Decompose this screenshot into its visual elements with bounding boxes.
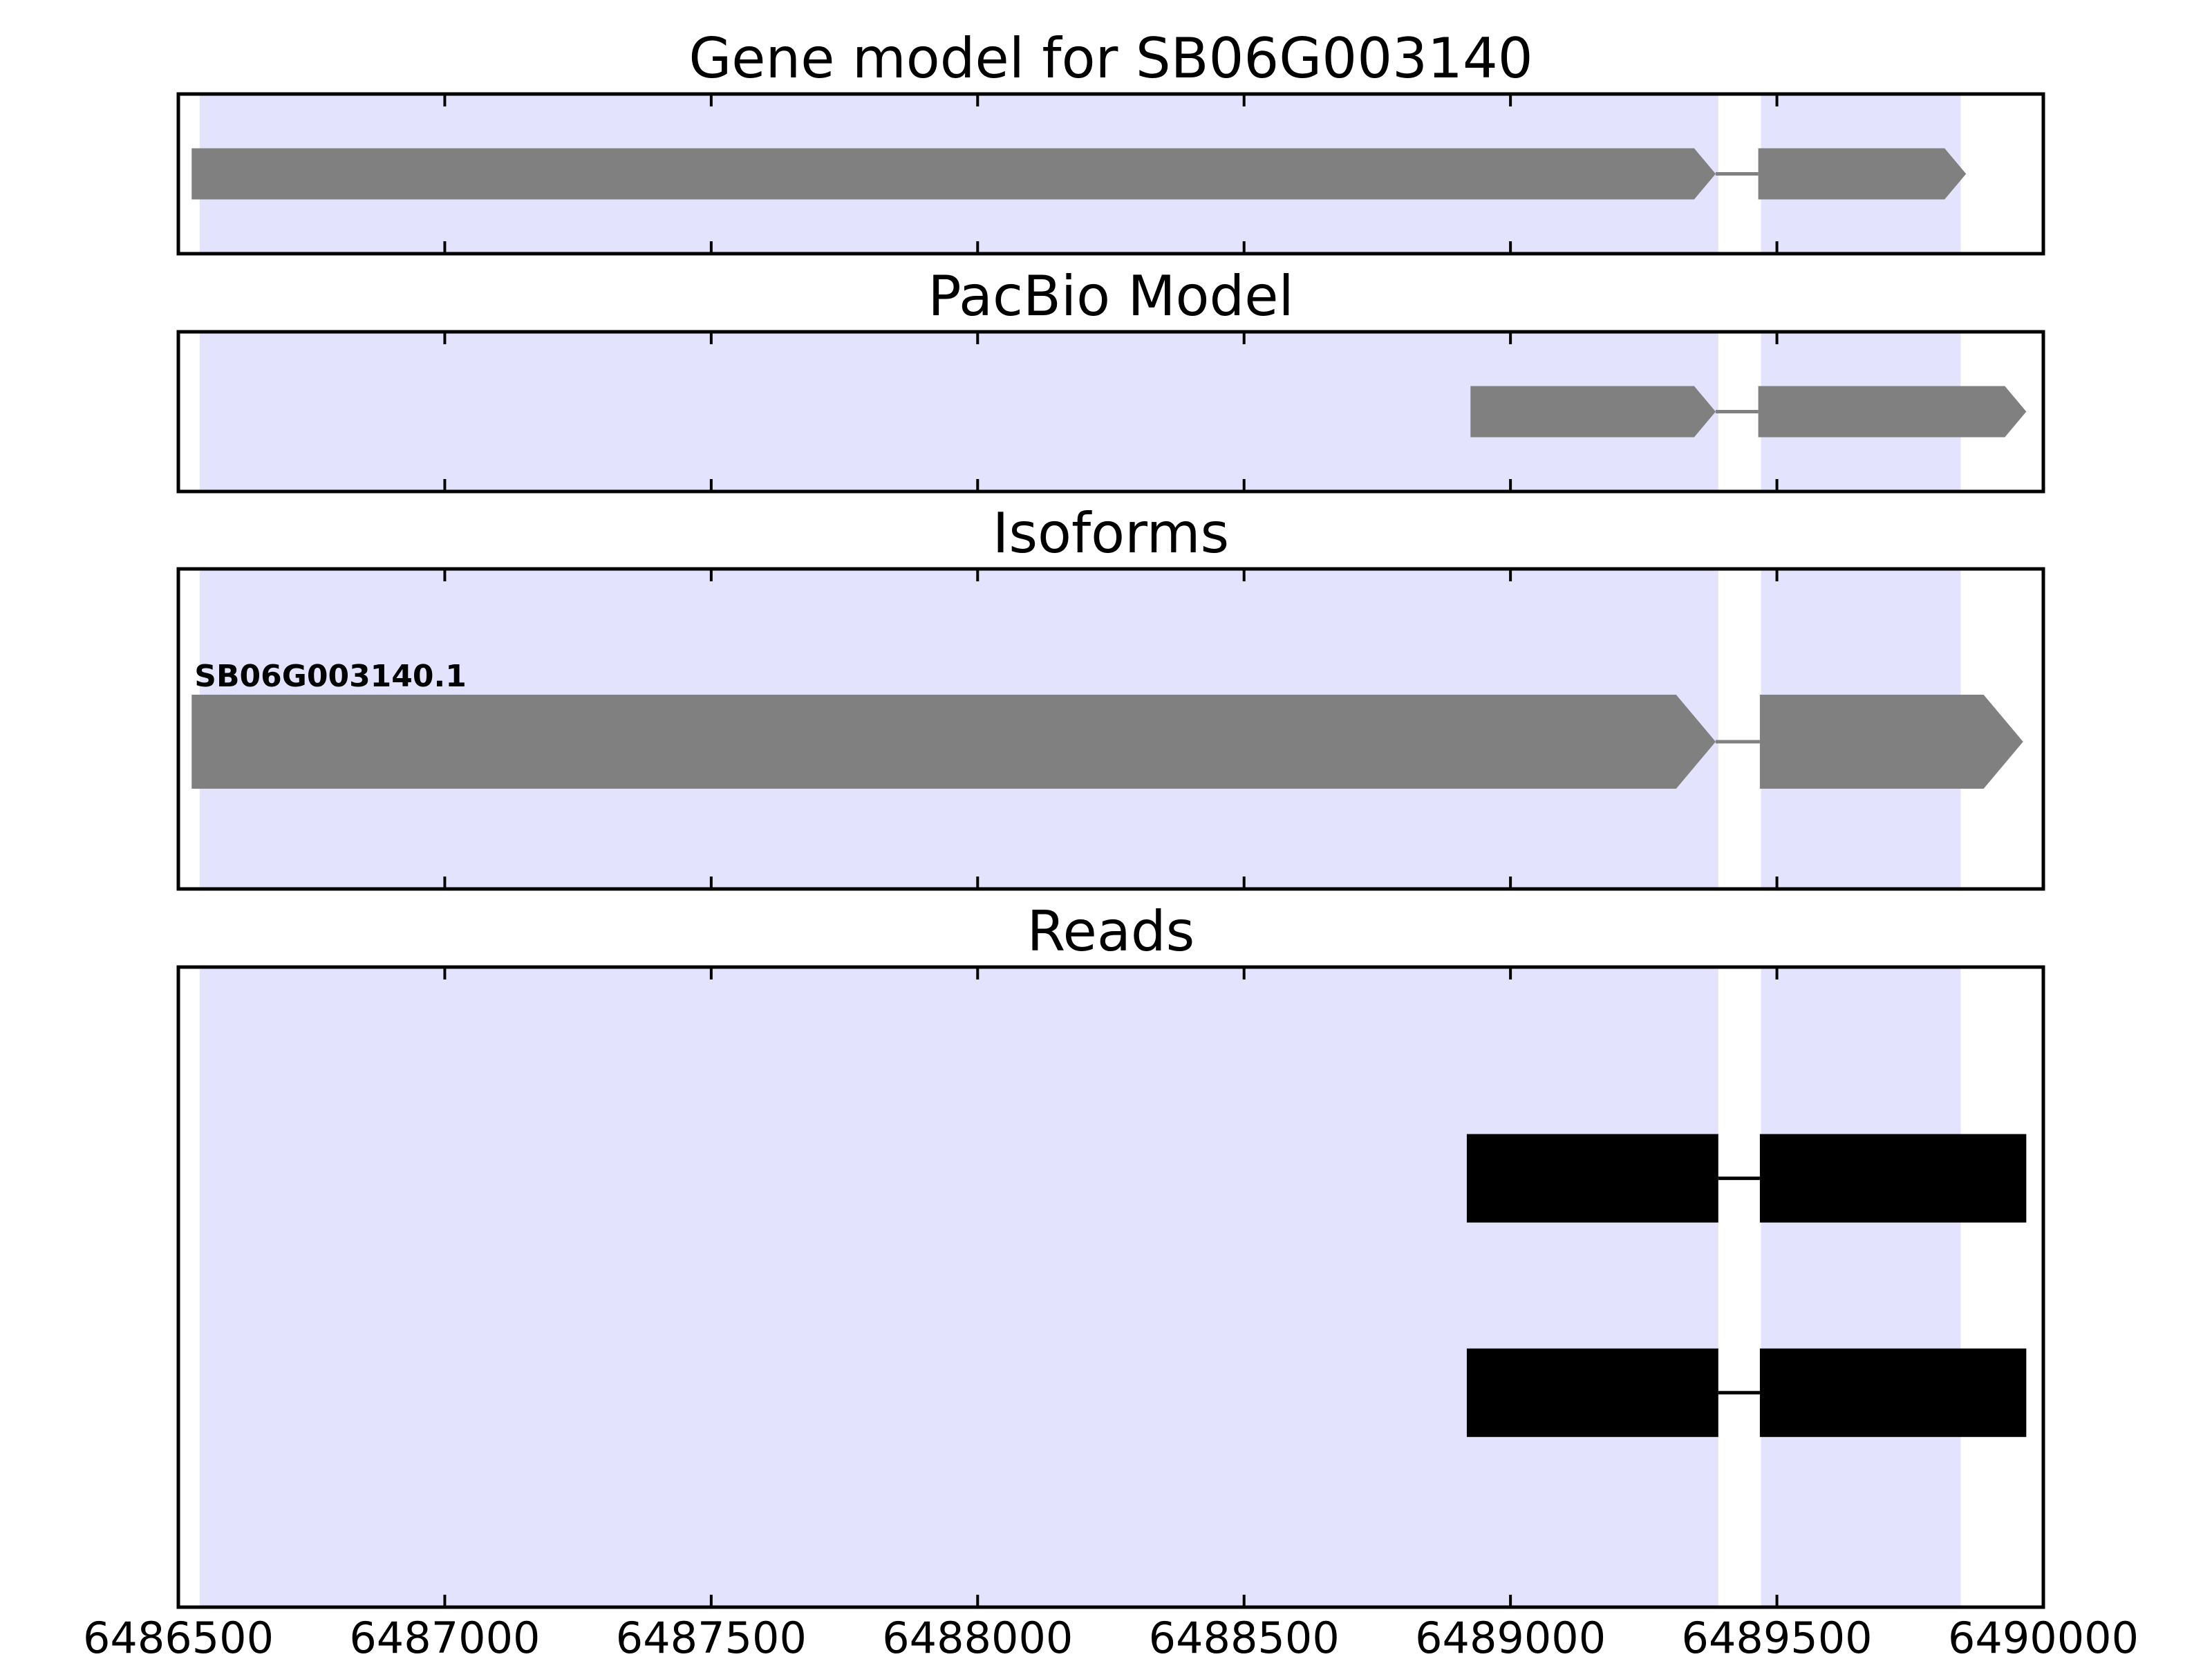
read-block (1759, 1348, 2027, 1437)
feature (191, 148, 1967, 200)
panel-frame (176, 567, 2045, 891)
shaded-region (199, 967, 1718, 1607)
panel-3: Isoforms SB06G003140.1 (176, 501, 2045, 891)
panel-title: Gene model for SB06G003140 (688, 26, 1533, 91)
panel-title: Isoforms (993, 501, 1229, 565)
x-tick-label: 6489500 (1682, 1613, 1873, 1659)
panel-frame (176, 330, 2045, 494)
x-tick-label: 6490000 (1948, 1613, 2139, 1659)
exon-arrow (191, 148, 1716, 200)
x-tick-label: 6487000 (349, 1613, 540, 1659)
exon-arrow (1759, 695, 2023, 789)
shaded-region (199, 332, 1718, 491)
panel-title: PacBio Model (928, 264, 1293, 328)
panel-frame (176, 92, 2045, 256)
read-block (1759, 1134, 2027, 1223)
panels-layer: Gene model for SB06G003140 PacBio Model Is… (83, 26, 2139, 1659)
exon-arrow (191, 695, 1716, 789)
feature: SB06G003140.1 (191, 659, 2023, 789)
panel-title: Reads (1027, 899, 1195, 964)
x-tick-label: 6486500 (83, 1613, 274, 1659)
x-tick-label: 6488000 (882, 1613, 1073, 1659)
panel-4: Reads 6486500 6487000 6487500 6488000 6488500… (83, 899, 2139, 1659)
panel-2: PacBio Model (176, 264, 2045, 494)
exon-arrow (1470, 386, 1716, 438)
isoform-label: SB06G003140.1 (194, 659, 467, 694)
exon-arrow (1758, 148, 1967, 200)
x-tick-label: 6487500 (616, 1613, 807, 1659)
read-block (1466, 1348, 1718, 1437)
x-tick-label: 6488500 (1149, 1613, 1340, 1659)
x-tick-label: 6489000 (1415, 1613, 1606, 1659)
read-2 (1466, 1348, 2027, 1437)
panel-1: Gene model for SB06G003140 (176, 26, 2045, 256)
read-block (1466, 1134, 1718, 1223)
panel-frame (176, 965, 2045, 1609)
exon-arrow (1758, 386, 2027, 438)
read-1 (1466, 1134, 2027, 1223)
feature (1470, 386, 2027, 438)
shaded-region (1761, 967, 1961, 1607)
